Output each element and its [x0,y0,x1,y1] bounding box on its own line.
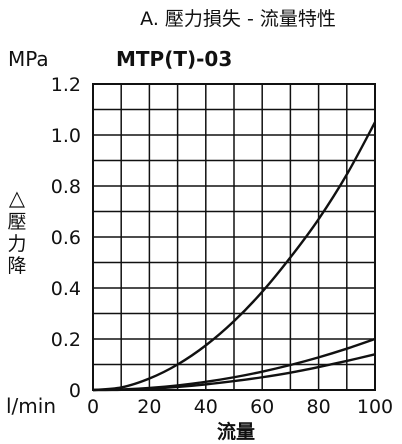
x-tick-label: 80 [307,396,331,418]
y-tick-label: 0 [69,380,81,402]
x-tick-label: 100 [357,396,393,418]
y-axis-label-part: 壓 [7,211,26,233]
y-tick-label: 1.0 [51,125,81,147]
y-tick-label: 0.2 [51,329,81,351]
x-tick-label: 60 [250,396,274,418]
plot-frame [92,83,376,391]
y-axis-label-part: △ [9,186,26,210]
x-tick-label: 40 [194,396,218,418]
y-tick-label: 0.8 [51,176,81,198]
x-axis-label: 流量 [217,420,255,443]
y-axis-label-part: 力 [7,233,26,255]
x-tick-label: 0 [87,396,99,418]
series-line-1 [92,121,377,392]
y-tick-label: 0.4 [51,278,81,300]
y-axis-label: △ 壓 力 降 [7,186,26,277]
y-tick-label: 1.2 [51,74,81,96]
x-axis-ticks: 0 20 40 60 80 100 [87,396,393,418]
x-tick-label: 20 [137,396,161,418]
x-unit-label: l/min [6,394,56,418]
y-axis-label-part: 降 [7,255,26,277]
chart-title: A. 壓力損失 - 流量特性 [140,8,336,30]
y-unit-label: MPa [8,47,49,71]
y-axis-ticks: 0 0.2 0.4 0.6 0.8 1.0 1.2 [51,74,81,402]
model-label: MTP(T)-03 [116,47,232,71]
y-tick-label: 0.6 [51,227,81,249]
